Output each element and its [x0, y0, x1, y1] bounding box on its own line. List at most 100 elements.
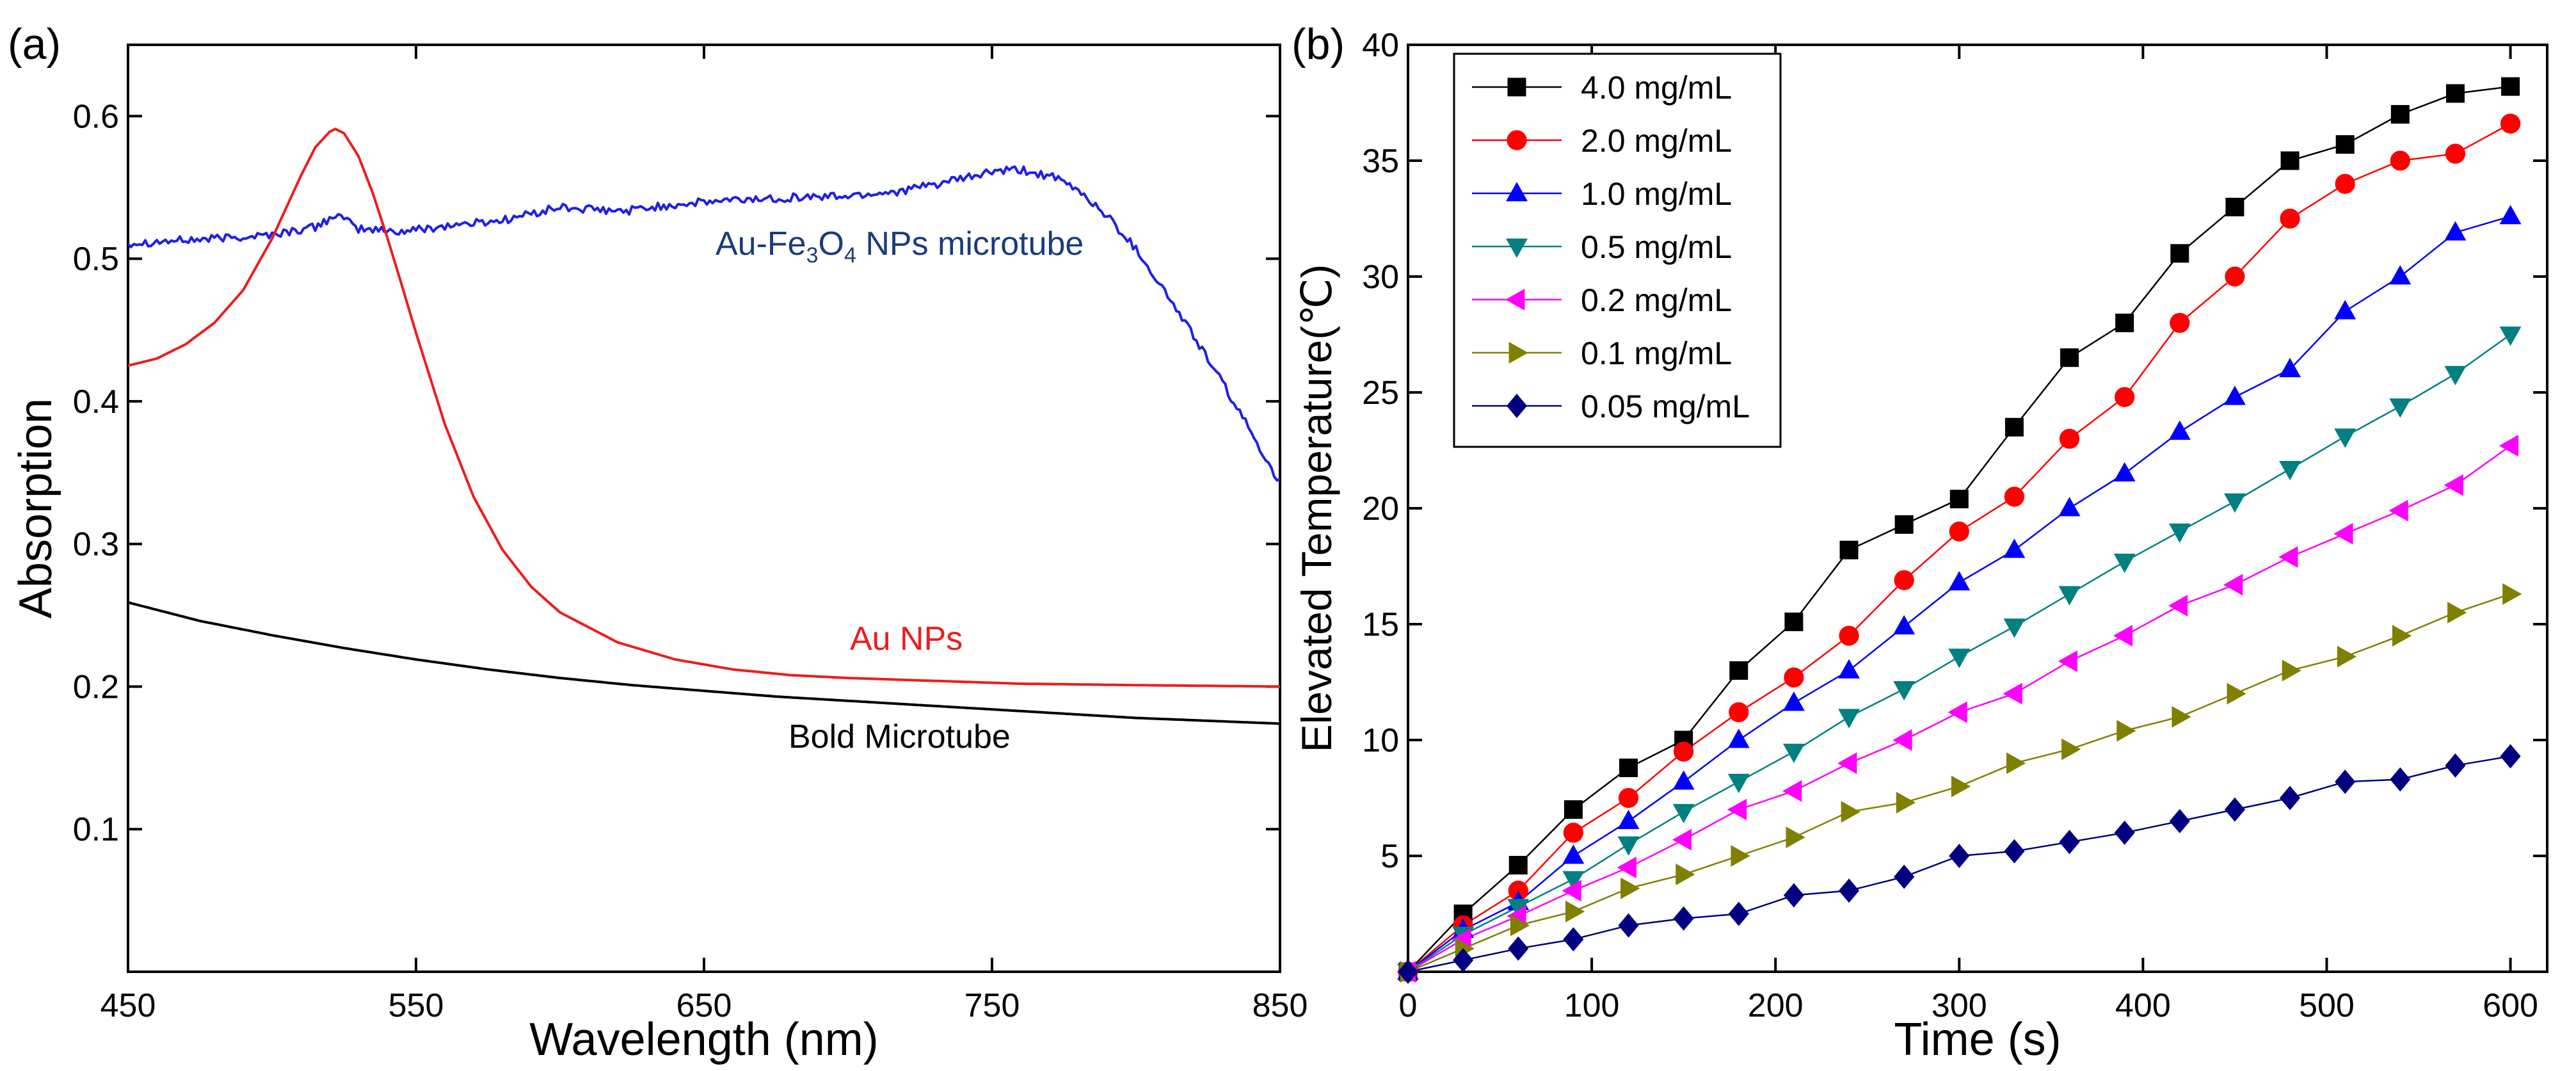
- data-point-0p5-mg-ml: [2113, 553, 2136, 574]
- y-tick-label: 35: [1362, 143, 1399, 180]
- data-point-0p5-mg-ml: [1562, 871, 1585, 891]
- data-point-4p0-mg-ml: [1729, 661, 1748, 680]
- data-point-0p5-mg-ml: [2223, 493, 2246, 513]
- data-point-0p2-mg-ml: [2499, 435, 2518, 457]
- data-point-4p0-mg-ml: [2445, 84, 2465, 103]
- legend-marker-0p1-mg-ml: [1508, 342, 1528, 364]
- panel-b-legend: 4.0 mg/mL 2.0 mg/mL 1.0 mg/mL 0.5 mg/mL 0.2 …: [1453, 52, 1782, 448]
- x-tick-label: 400: [2115, 987, 2171, 1024]
- data-point-0p5-mg-ml: [1727, 773, 1750, 793]
- data-point-0p05-mg-ml: [2500, 744, 2521, 769]
- data-point-4p0-mg-ml: [1839, 540, 1859, 560]
- data-point-0p2-mg-ml: [2388, 499, 2408, 522]
- data-point-4p0-mg-ml: [2390, 105, 2410, 124]
- legend-label-4p0-mg-ml: 4.0 mg/mL: [1581, 70, 1732, 106]
- x-tick-label: 300: [1932, 987, 1987, 1024]
- data-point-2p0-mg-ml: [1618, 787, 1639, 809]
- data-point-1p0-mg-ml: [2168, 420, 2191, 440]
- panel-b-temperature-chart: 0 100 200 300 400 500 600 5 10 15 20 25 30 35 40 (b) T…: [1292, 20, 2548, 1065]
- data-point-0p2-mg-ml: [1562, 880, 1581, 902]
- data-point-2p0-mg-ml: [2280, 208, 2300, 229]
- data-point-0p1-mg-ml: [2502, 583, 2522, 605]
- data-point-4p0-mg-ml: [2170, 244, 2189, 263]
- data-point-0p05-mg-ml: [2445, 753, 2466, 778]
- data-point-0p1-mg-ml: [2227, 682, 2246, 705]
- legend-label-0p1-mg-ml: 0.1 mg/mL: [1581, 335, 1732, 371]
- data-point-4p0-mg-ml: [1894, 515, 1914, 534]
- y-tick-label: 0.1: [73, 811, 119, 848]
- panel-b-y-axis-label: Elevated Temperature(℃): [1293, 264, 1340, 753]
- data-point-4p0-mg-ml: [2280, 151, 2300, 170]
- x-tick-label: 0: [1399, 987, 1418, 1024]
- panel-a-plot-frame: [127, 44, 1281, 973]
- data-point-0p1-mg-ml: [1786, 826, 1805, 848]
- data-point-0p2-mg-ml: [2168, 595, 2188, 616]
- y-tick-label: 5: [1380, 838, 1399, 875]
- data-point-2p0-mg-ml: [1784, 667, 1804, 688]
- data-point-4p0-mg-ml: [2501, 77, 2520, 96]
- data-point-0p05-mg-ml: [1453, 947, 1474, 972]
- data-point-4p0-mg-ml: [1564, 800, 1583, 819]
- legend-frame: [1453, 52, 1782, 448]
- data-point-0p2-mg-ml: [2333, 522, 2353, 545]
- series-line-au-nps: [127, 127, 1281, 688]
- data-point-1p0-mg-ml: [2499, 205, 2522, 225]
- x-tick-label: 200: [1748, 987, 1804, 1024]
- data-point-0p05-mg-ml: [2169, 809, 2190, 833]
- x-tick-label: 100: [1564, 987, 1620, 1024]
- data-point-0p05-mg-ml: [1618, 913, 1639, 938]
- data-point-0p1-mg-ml: [1841, 801, 1860, 823]
- data-point-4p0-mg-ml: [2060, 348, 2079, 367]
- y-tick-label: 10: [1362, 722, 1399, 759]
- data-point-0p1-mg-ml: [1620, 877, 1640, 899]
- data-point-0p05-mg-ml: [2390, 767, 2411, 792]
- data-point-2p0-mg-ml: [1563, 823, 1584, 843]
- legend-label-0p5-mg-ml: 0.5 mg/mL: [1581, 229, 1732, 265]
- data-point-2p0-mg-ml: [2500, 113, 2521, 134]
- panel-a-label: (a): [8, 20, 61, 68]
- data-point-1p0-mg-ml: [2223, 385, 2246, 405]
- panel-b-x-axis-label: Time (s): [1894, 1014, 2061, 1065]
- data-point-0p5-mg-ml: [1617, 836, 1640, 856]
- panel-b-label: (b): [1292, 20, 1345, 68]
- data-point-4p0-mg-ml: [1619, 758, 1638, 777]
- legend-label-0p05-mg-ml: 0.05 mg/mL: [1581, 389, 1750, 424]
- y-tick-label: 30: [1362, 259, 1399, 296]
- series-line-au-fe3o4-nps-microtube: [127, 165, 1281, 482]
- data-point-1p0-mg-ml: [2058, 497, 2081, 517]
- data-point-0p05-mg-ml: [2059, 830, 2080, 855]
- data-point-4p0-mg-ml: [2335, 135, 2355, 154]
- data-point-0p1-mg-ml: [2116, 720, 2136, 742]
- y-tick-label: 40: [1362, 27, 1399, 64]
- data-point-0p05-mg-ml: [1949, 844, 1970, 868]
- data-point-0p5-mg-ml: [1782, 743, 1805, 763]
- data-point-0p05-mg-ml: [2224, 797, 2245, 822]
- data-point-0p5-mg-ml: [1893, 680, 1916, 701]
- data-point-1p0-mg-ml: [1893, 615, 1916, 635]
- data-point-2p0-mg-ml: [2059, 428, 2080, 449]
- x-tick-label: 850: [1252, 987, 1308, 1024]
- y-tick-label: 0.6: [73, 98, 119, 135]
- panel-a-x-axis-label: Wavelength (nm): [529, 1014, 879, 1065]
- data-point-1p0-mg-ml: [2444, 221, 2467, 241]
- data-point-0p05-mg-ml: [2004, 839, 2025, 864]
- panel-b-series-markers: [1396, 77, 2522, 984]
- data-point-2p0-mg-ml: [2004, 487, 2025, 507]
- data-point-0p5-mg-ml: [2168, 523, 2191, 544]
- data-point-1p0-mg-ml: [2389, 265, 2412, 285]
- y-tick-label: 0.3: [73, 526, 119, 563]
- legend-label-0p2-mg-ml: 0.2 mg/mL: [1581, 282, 1732, 318]
- series-line-bold-microtube: [127, 601, 1281, 725]
- x-tick-label: 750: [964, 987, 1020, 1024]
- data-point-0p05-mg-ml: [1728, 901, 1749, 926]
- data-point-1p0-mg-ml: [1562, 844, 1585, 864]
- data-point-1p0-mg-ml: [2003, 538, 2026, 558]
- panel-a-y-axis-label: Absorption: [10, 398, 61, 618]
- x-tick-label: 550: [388, 987, 444, 1024]
- data-point-0p2-mg-ml: [1837, 752, 1857, 775]
- data-point-0p05-mg-ml: [1783, 883, 1804, 908]
- data-point-2p0-mg-ml: [1729, 702, 1749, 723]
- data-point-0p5-mg-ml: [2058, 586, 2081, 606]
- data-point-0p5-mg-ml: [1672, 803, 1695, 824]
- data-point-0p1-mg-ml: [2392, 625, 2412, 647]
